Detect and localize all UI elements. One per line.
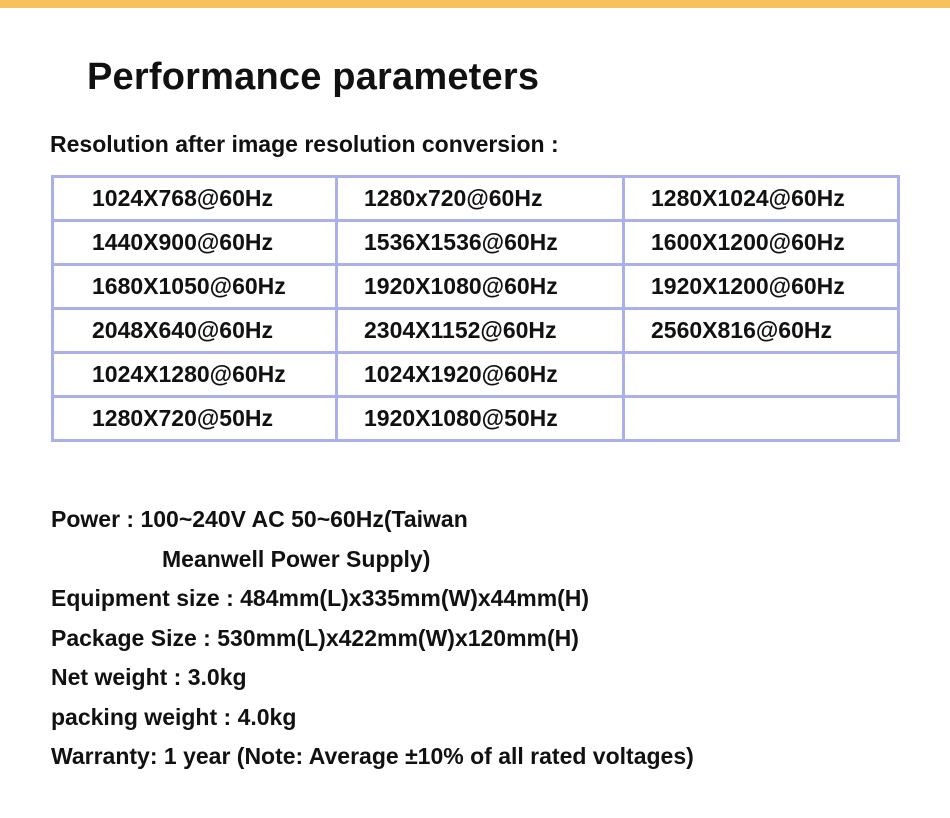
table-cell: 1024X1280@60Hz [51,351,338,398]
table-row: 1024X768@60Hz 1280x720@60Hz 1280X1024@60… [51,175,900,222]
power-spec: Power : 100~240V AC 50~60Hz(Taiwan [51,506,468,532]
table-cell: 1920X1080@60Hz [335,263,625,310]
resolution-table: 1024X768@60Hz 1280x720@60Hz 1280X1024@60… [51,175,900,442]
table-cell: 1280x720@60Hz [335,175,625,222]
table-row: 1024X1280@60Hz 1024X1920@60Hz [51,351,900,398]
table-cell-empty [622,351,900,398]
spec-list: Power : 100~240V AC 50~60Hz(Taiwan Meanw… [51,500,694,777]
table-cell: 1024X768@60Hz [51,175,338,222]
power-spec-continued: Meanwell Power Supply) [162,545,431,572]
package-size-spec: Package Size : 530mm(L)x422mm(W)x120mm(H… [51,624,579,651]
table-cell: 1536X1536@60Hz [335,219,625,266]
table-row: 1680X1050@60Hz 1920X1080@60Hz 1920X1200@… [51,263,900,310]
top-accent-bar [0,0,950,8]
resolution-subtitle: Resolution after image resolution conver… [50,131,559,157]
page-title: Performance parameters [87,56,540,98]
table-row: 1440X900@60Hz 1536X1536@60Hz 1600X1200@6… [51,219,900,266]
table-cell: 1680X1050@60Hz [51,263,338,310]
table-cell: 1280X1024@60Hz [622,175,900,222]
table-cell: 1024X1920@60Hz [335,351,625,398]
table-cell: 2048X640@60Hz [51,307,338,354]
table-cell: 1920X1080@50Hz [335,395,625,442]
table-cell: 1440X900@60Hz [51,219,338,266]
table-cell: 2560X816@60Hz [622,307,900,354]
equipment-size-spec: Equipment size : 484mm(L)x335mm(W)x44mm(… [51,585,590,611]
packing-weight-spec: packing weight : 4.0kg [51,703,297,730]
table-row: 2048X640@60Hz 2304X1152@60Hz 2560X816@60… [51,307,900,354]
table-cell: 1280X720@50Hz [51,395,338,442]
table-cell-empty [622,395,900,442]
table-cell: 1600X1200@60Hz [622,219,900,266]
warranty-spec: Warranty: 1 year (Note: Average ±10% of … [51,743,694,769]
net-weight-spec: Net weight : 3.0kg [51,664,247,690]
table-cell: 1920X1200@60Hz [622,263,900,310]
table-cell: 2304X1152@60Hz [335,307,625,354]
table-row: 1280X720@50Hz 1920X1080@50Hz [51,395,900,442]
